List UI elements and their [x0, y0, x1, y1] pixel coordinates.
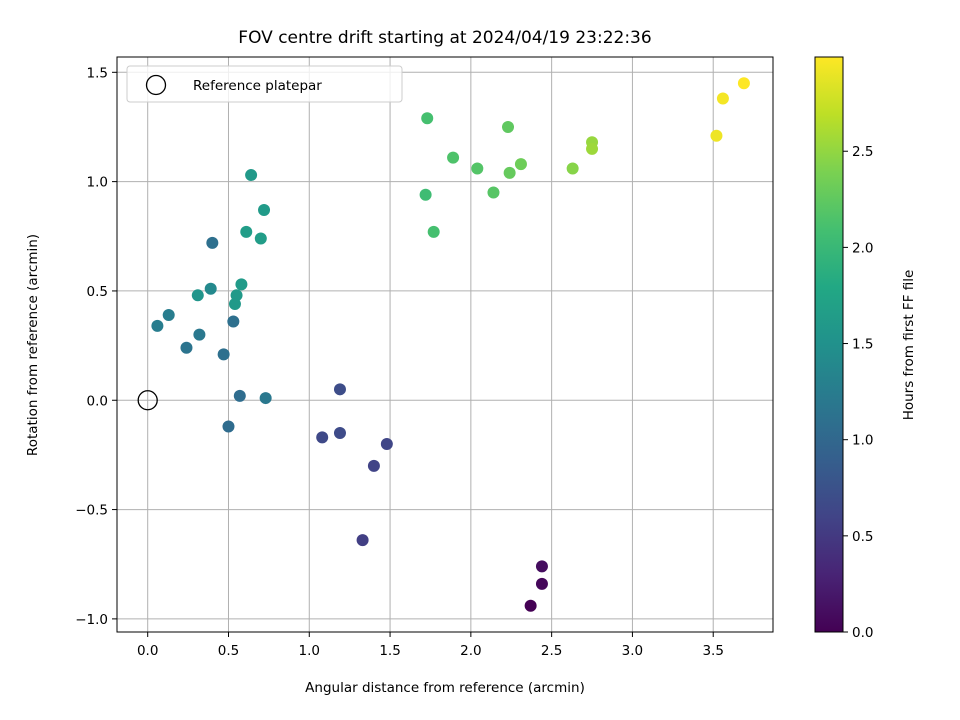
colorbar-tick-label: 1.0: [852, 433, 873, 449]
data-point: [421, 112, 434, 125]
data-point: [235, 278, 248, 291]
data-point: [233, 389, 246, 402]
data-point: [258, 204, 271, 217]
x-tick-label: 2.0: [460, 643, 481, 659]
data-point: [356, 534, 369, 547]
x-axis-label: Angular distance from reference (arcmin): [305, 680, 585, 696]
data-point: [193, 328, 206, 341]
y-tick-label: 1.0: [87, 175, 108, 191]
data-point: [151, 319, 164, 332]
x-tick-label: 1.0: [299, 643, 320, 659]
colorbar-label: Hours from first FF file: [901, 270, 917, 421]
colorbar-tick-label: 1.5: [852, 337, 873, 353]
data-point: [180, 341, 193, 354]
data-point: [204, 282, 217, 295]
colorbar-tick-label: 2.0: [852, 240, 873, 256]
data-point: [535, 560, 548, 573]
data-points: [151, 77, 750, 612]
y-axis-ticks: −1.0 −0.5 0.0 0.5 1.0 1.5: [75, 65, 117, 628]
data-point: [333, 427, 346, 440]
data-point: [217, 348, 230, 361]
colorbar-tick-label: 0.0: [852, 625, 873, 641]
y-tick-label: −1.0: [75, 612, 108, 628]
data-point: [206, 236, 219, 249]
data-point: [427, 225, 440, 238]
colorbar-gradient: [814, 56, 844, 633]
data-point: [222, 420, 235, 433]
reference-marker-group: [137, 390, 158, 411]
y-tick-label: 1.5: [87, 65, 108, 81]
data-point: [502, 120, 515, 133]
data-point: [514, 158, 527, 171]
y-tick-label: 0.0: [87, 393, 108, 409]
data-point: [227, 315, 240, 328]
data-point: [419, 188, 432, 201]
colorbar-ticks: 0.0 0.5 1.0 1.5 2.0 2.5: [843, 144, 873, 641]
data-point: [240, 225, 253, 238]
x-tick-label: 2.5: [541, 643, 562, 659]
colorbar: 0.0 0.5 1.0 1.5 2.0 2.5 Hours from first FF f…: [814, 56, 917, 641]
colorbar-tick-label: 0.5: [852, 529, 873, 545]
legend-marker: [145, 74, 167, 96]
y-axis-label: Rotation from reference (arcmin): [25, 234, 41, 456]
data-point: [191, 289, 204, 302]
legend: Reference platepar: [126, 65, 403, 103]
x-tick-label: 1.5: [379, 643, 400, 659]
plot-frame: [116, 56, 774, 633]
data-point: [710, 129, 723, 142]
x-tick-label: 0.0: [137, 643, 158, 659]
data-point: [566, 162, 579, 175]
legend-label: Reference platepar: [193, 78, 322, 94]
data-point: [503, 166, 516, 179]
legend-box: [126, 65, 403, 103]
grid-lines: [117, 57, 773, 632]
data-point: [380, 437, 393, 450]
colorbar-tick-label: 2.5: [852, 144, 873, 160]
x-tick-label: 3.0: [622, 643, 643, 659]
y-tick-label: −0.5: [75, 503, 108, 519]
data-point: [245, 169, 258, 182]
x-tick-label: 0.5: [218, 643, 239, 659]
reference-platepar-marker: [137, 390, 158, 411]
data-point: [535, 577, 548, 590]
data-point: [162, 308, 175, 321]
data-point: [367, 459, 380, 472]
data-point: [333, 383, 346, 396]
data-point: [316, 431, 329, 444]
data-point: [259, 392, 272, 405]
chart-title: FOV centre drift starting at 2024/04/19 …: [238, 28, 651, 48]
data-point: [447, 151, 460, 164]
data-point: [524, 599, 537, 612]
data-point: [471, 162, 484, 175]
data-point: [254, 232, 267, 245]
data-point: [586, 142, 599, 155]
data-point: [228, 298, 241, 311]
data-point: [487, 186, 500, 199]
x-tick-label: 3.5: [702, 643, 723, 659]
x-axis-ticks: 0.0 0.5 1.0 1.5 2.0 2.5 3.0 3.5: [137, 632, 724, 659]
y-tick-label: 0.5: [87, 284, 108, 300]
data-point: [716, 92, 729, 105]
data-point: [737, 77, 750, 90]
